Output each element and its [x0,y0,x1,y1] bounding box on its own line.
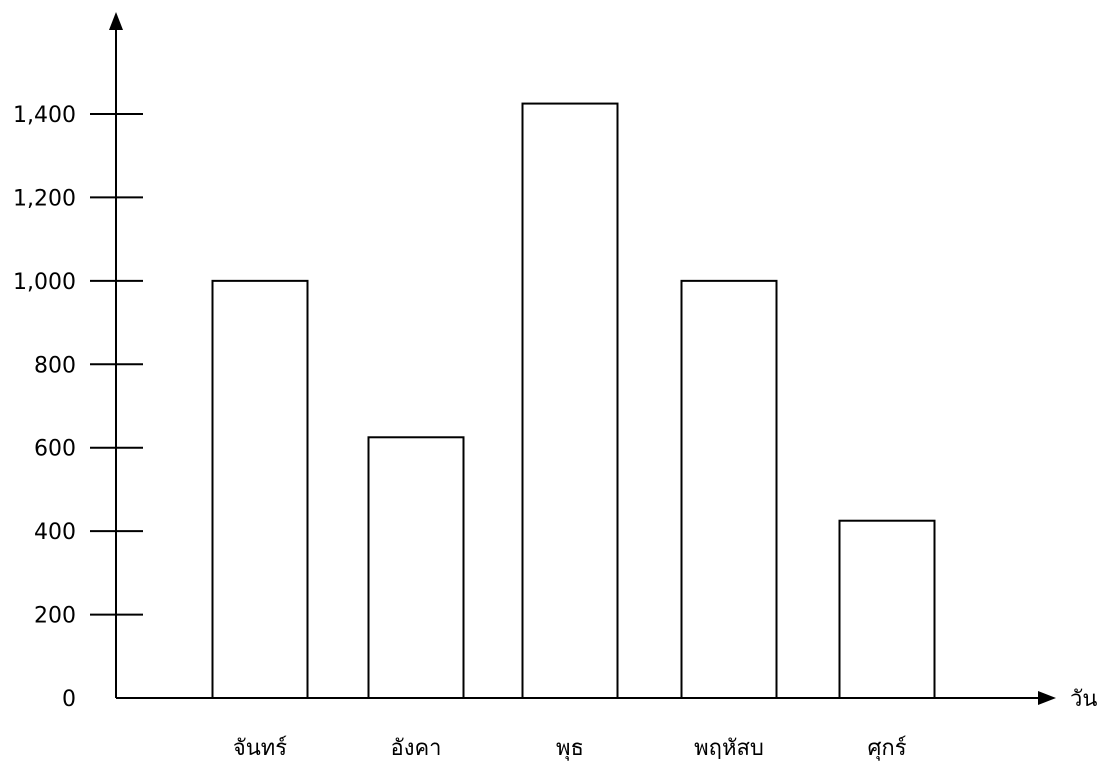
x-axis-arrow-icon [1038,691,1056,705]
bar [521,102,619,700]
bar [838,519,936,700]
x-category-label: พุธ [556,736,584,761]
x-axis-title: วัน [1070,687,1097,712]
bar [211,279,309,699]
y-ticks-group: 0 200 400 600 800 1,000 1,200 1,400 [13,103,143,712]
x-category-label: จันทร์ [233,736,287,761]
y-tick-label: 0 [62,687,76,712]
x-category-label: ศุกร์ [867,736,906,761]
y-tick-label: 1,000 [13,270,76,295]
bar [680,279,778,699]
y-tick-label: 600 [34,437,76,462]
y-tick-label: 1,200 [13,186,76,211]
y-tick-label: 200 [34,604,76,629]
y-tick-label: 800 [34,353,76,378]
y-axis-arrow-icon [109,12,123,30]
bar [367,436,465,699]
bars-group [211,102,936,700]
y-tick-label: 1,400 [13,103,76,128]
x-category-label: พฤหัสบ [694,736,764,761]
y-tick-label: 400 [34,520,76,545]
x-category-label: อังคา [390,736,441,761]
x-category-labels-group: จันทร์ อังคา พุธ พฤหัสบ ศุกร์ [233,736,907,761]
